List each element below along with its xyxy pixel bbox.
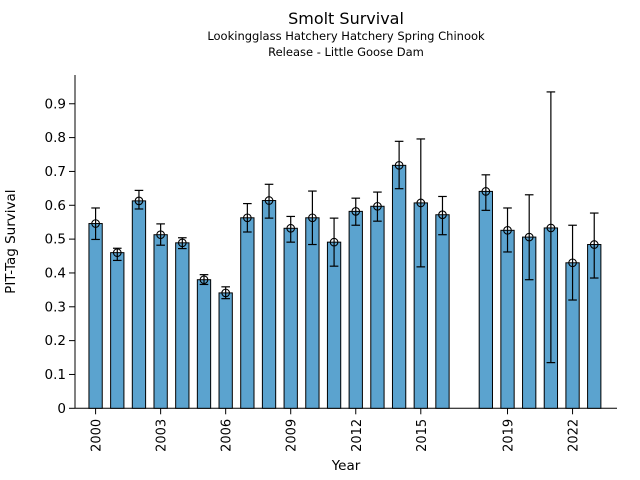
point-marker-2018 [481, 187, 491, 196]
point-marker-2003 [156, 230, 165, 240]
point-marker-2010 [308, 213, 317, 223]
bar-2019 [500, 229, 515, 409]
chart-title: Smolt Survival [288, 9, 404, 28]
bar-2000 [88, 223, 103, 409]
y-tick-label: 0.7 [45, 164, 66, 180]
y-tick-label: 0.8 [45, 130, 66, 146]
point-marker-2001 [112, 248, 122, 257]
y-tick-label: 0.4 [45, 265, 66, 281]
y-tick-label: 0.6 [45, 198, 66, 214]
bar-2016 [435, 214, 450, 409]
y-tick-label: 0.1 [45, 367, 66, 383]
bar-2012 [348, 210, 363, 409]
x-axis-title: Year [331, 458, 361, 474]
point-marker-2000 [91, 219, 100, 228]
bar-2010 [305, 217, 320, 409]
x-tick-label: 2000 [90, 419, 105, 452]
point-marker-2004 [177, 238, 187, 248]
point-marker-2011 [329, 237, 339, 247]
bar-2002 [131, 200, 147, 409]
point-marker-2015 [416, 198, 426, 208]
point-marker-2012 [351, 207, 361, 216]
point-marker-2021 [546, 223, 556, 233]
x-tick-label: 2006 [220, 419, 235, 452]
y-tick-label: 0.2 [45, 333, 66, 349]
bar-2009 [283, 227, 298, 409]
chart-subtitle-line1: Lookingglass Hatchery Hatchery Spring Ch… [207, 29, 485, 44]
bar-2013 [370, 205, 385, 409]
bar-2006 [218, 292, 233, 409]
x-tick-label: 2009 [285, 419, 300, 452]
title-block: Smolt Survival Lookingglass Hatchery Hat… [52, 9, 640, 59]
bar-2001 [110, 252, 125, 409]
point-marker-2008 [264, 196, 274, 205]
point-marker-2009 [286, 223, 296, 233]
y-tick-label: 0 [57, 401, 66, 417]
bar-2005 [196, 279, 212, 409]
bar-2003 [153, 234, 168, 409]
point-marker-2016 [438, 210, 447, 220]
y-tick-label: 0.9 [45, 96, 66, 112]
y-axis-title: PIT-Tag Survival [3, 189, 19, 293]
y-tick-label: 0.3 [45, 299, 66, 315]
bar-2008 [261, 200, 277, 409]
point-marker-2020 [524, 232, 534, 242]
point-marker-2014 [394, 160, 404, 170]
chart-subtitle-line2: Release - Little Goose Dam [268, 44, 424, 59]
point-marker-2006 [221, 288, 231, 298]
bar-2007 [240, 217, 255, 409]
y-tick-label: 0.5 [45, 232, 66, 248]
bar-2018 [478, 190, 493, 409]
x-tick-label: 2003 [155, 419, 170, 452]
point-marker-2019 [503, 225, 512, 235]
point-marker-2002 [134, 196, 144, 206]
bar-2014 [391, 164, 407, 409]
bar-2004 [175, 242, 190, 409]
point-marker-2007 [243, 213, 252, 223]
x-tick-label: 2012 [350, 419, 365, 452]
x-tick-label: 2015 [415, 419, 430, 452]
point-marker-2005 [199, 275, 209, 285]
point-marker-2013 [373, 201, 382, 211]
x-tick-label: 2019 [502, 419, 517, 452]
point-marker-2022 [568, 258, 577, 268]
point-marker-2023 [589, 240, 599, 249]
bar-2011 [326, 241, 342, 409]
x-tick-label: 2022 [567, 419, 582, 452]
